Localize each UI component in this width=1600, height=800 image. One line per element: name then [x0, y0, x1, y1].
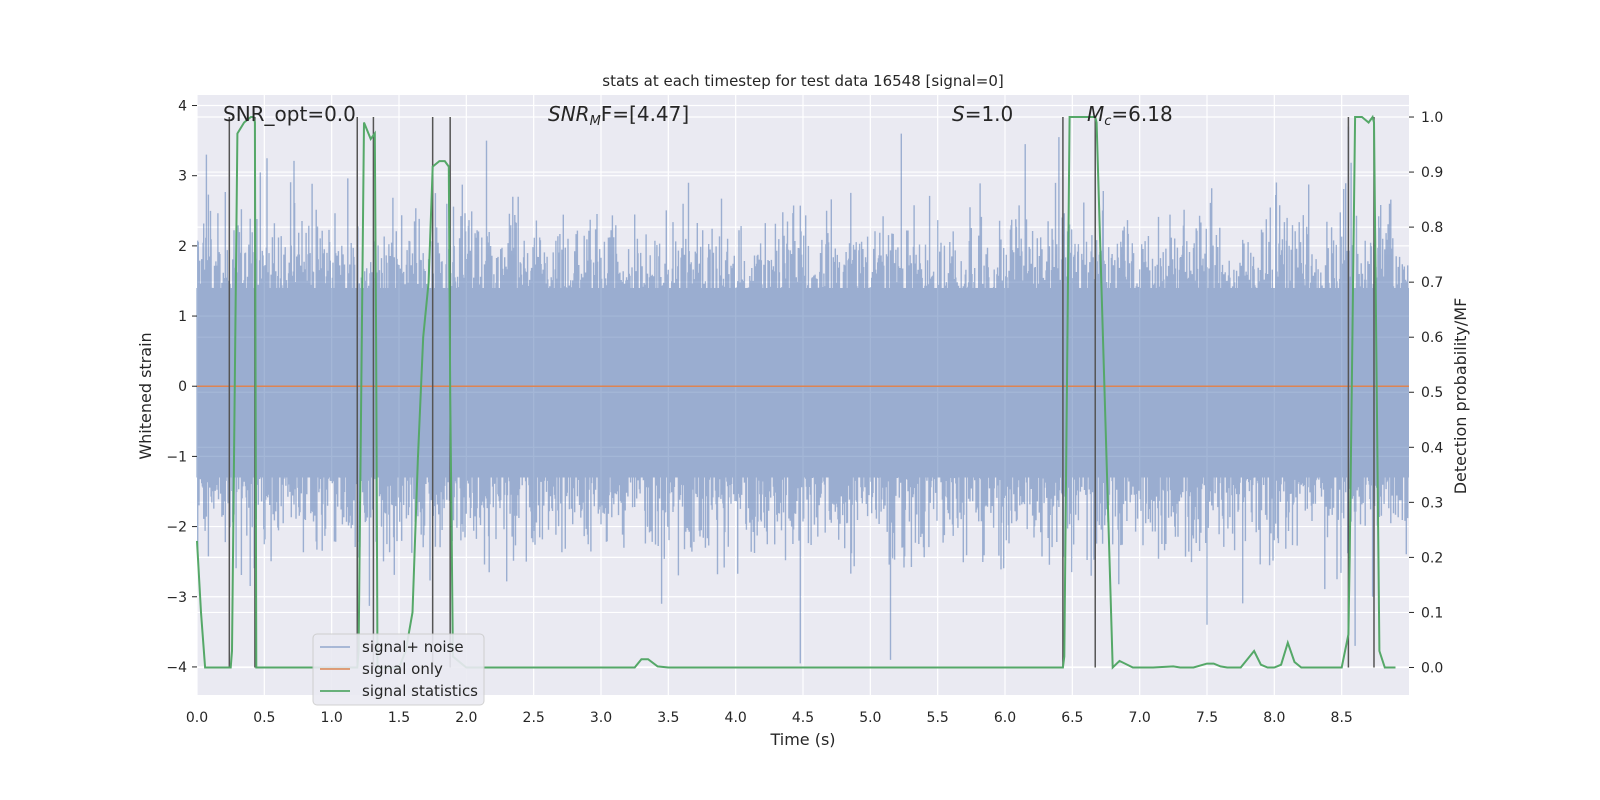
annotation-snr-mf-label: SNR [548, 102, 590, 126]
x-tick-label-14: 7.0 [1129, 710, 1151, 726]
annotation-s-label: S [952, 102, 965, 126]
y-tick-label-4: 0 [178, 379, 187, 395]
y2-tick-label-8: 0.2 [1421, 550, 1443, 566]
x-tick-label-4: 2.0 [455, 710, 477, 726]
annotation-mc-sub: c [1104, 114, 1111, 129]
x-tick-label-3: 1.5 [388, 710, 410, 726]
y-tick-label-0: 4 [178, 99, 187, 115]
y2-tick-label-6: 0.4 [1421, 440, 1443, 456]
y-tick-label-2: 2 [178, 239, 187, 255]
y2-tick-label-7: 0.3 [1421, 495, 1443, 511]
legend: signal+ noise signal only signal statist… [312, 633, 485, 706]
legend-box [312, 633, 485, 706]
annotation-snr-opt: SNR_opt=0.0 [223, 102, 356, 126]
annotation-mc: Mc=6.18 [1087, 102, 1173, 129]
y2-tick-label-9: 0.1 [1421, 605, 1443, 621]
x-tick-label-9: 4.5 [792, 710, 814, 726]
y2-tick-label-3: 0.7 [1421, 275, 1443, 291]
annotation-snr-mf: SNRMF=[4.47] [548, 102, 689, 129]
x-tick-label-13: 6.5 [1061, 710, 1083, 726]
legend-label-signal-noise: signal+ noise [362, 638, 464, 656]
legend-label-signal-only: signal only [362, 660, 443, 678]
x-tick-label-10: 5.0 [859, 710, 881, 726]
annotation-snr-mf-rest: F=[4.47] [601, 102, 689, 126]
x-tick-label-16: 8.0 [1263, 710, 1285, 726]
y-tick-label-7: −3 [166, 590, 187, 606]
y2-tick-label-10: 0.0 [1421, 660, 1443, 676]
x-tick-label-2: 1.0 [321, 710, 343, 726]
x-axis-label: Time (s) [769, 730, 835, 749]
legend-label-signal-statistics: signal statistics [362, 682, 478, 700]
y2-axis-ticks: 1.0 0.9 0.8 0.7 0.6 0.5 0.4 0.3 0.2 0.1 0.0 [1409, 110, 1443, 676]
x-tick-label-17: 8.5 [1331, 710, 1353, 726]
y2-tick-label-1: 0.9 [1421, 165, 1443, 181]
noise-band [197, 287, 1409, 478]
x-tick-label-8: 4.0 [725, 710, 747, 726]
annotation-s-rest: =1.0 [965, 102, 1014, 126]
y-tick-label-1: 3 [178, 169, 187, 185]
annotation-mc-rest: =6.18 [1111, 102, 1172, 126]
x-tick-label-15: 7.5 [1196, 710, 1218, 726]
x-tick-label-1: 0.5 [253, 710, 275, 726]
y2-tick-label-0: 1.0 [1421, 110, 1443, 126]
x-axis-ticks: 0.0 0.5 1.0 1.5 2.0 2.5 3.0 3.5 4.0 4.5 5.0 5.5 6.0 6… [186, 710, 1353, 726]
x-tick-label-5: 2.5 [523, 710, 545, 726]
chart-title: stats at each timestep for test data 165… [602, 72, 1003, 90]
series-signal-statistics [196, 114, 1396, 670]
annotation-mc-label: M [1087, 102, 1104, 126]
x-tick-label-6: 3.0 [590, 710, 612, 726]
y2-tick-label-5: 0.5 [1421, 385, 1443, 401]
y-tick-label-5: −1 [166, 449, 187, 465]
y2-tick-label-4: 0.6 [1421, 330, 1443, 346]
x-tick-label-11: 5.5 [927, 710, 949, 726]
y2-tick-label-2: 0.8 [1421, 220, 1443, 236]
y2-axis-label: Detection probability/MF [1451, 298, 1470, 495]
y-axis-label: Whitened strain [136, 332, 155, 459]
series-signal-noise [196, 126, 1409, 664]
annotation-snr-mf-sub: M [590, 114, 601, 129]
x-tick-label-0: 0.0 [186, 710, 208, 726]
y-tick-label-3: 1 [178, 309, 187, 325]
y-axis-ticks: 4 3 2 1 0 −1 −2 −3 −4 [166, 99, 197, 676]
x-tick-label-12: 6.0 [994, 710, 1016, 726]
y-tick-label-8: −4 [166, 660, 187, 676]
x-tick-label-7: 3.5 [657, 710, 679, 726]
y-tick-label-6: −2 [166, 520, 187, 536]
annotation-s: S=1.0 [952, 102, 1013, 126]
